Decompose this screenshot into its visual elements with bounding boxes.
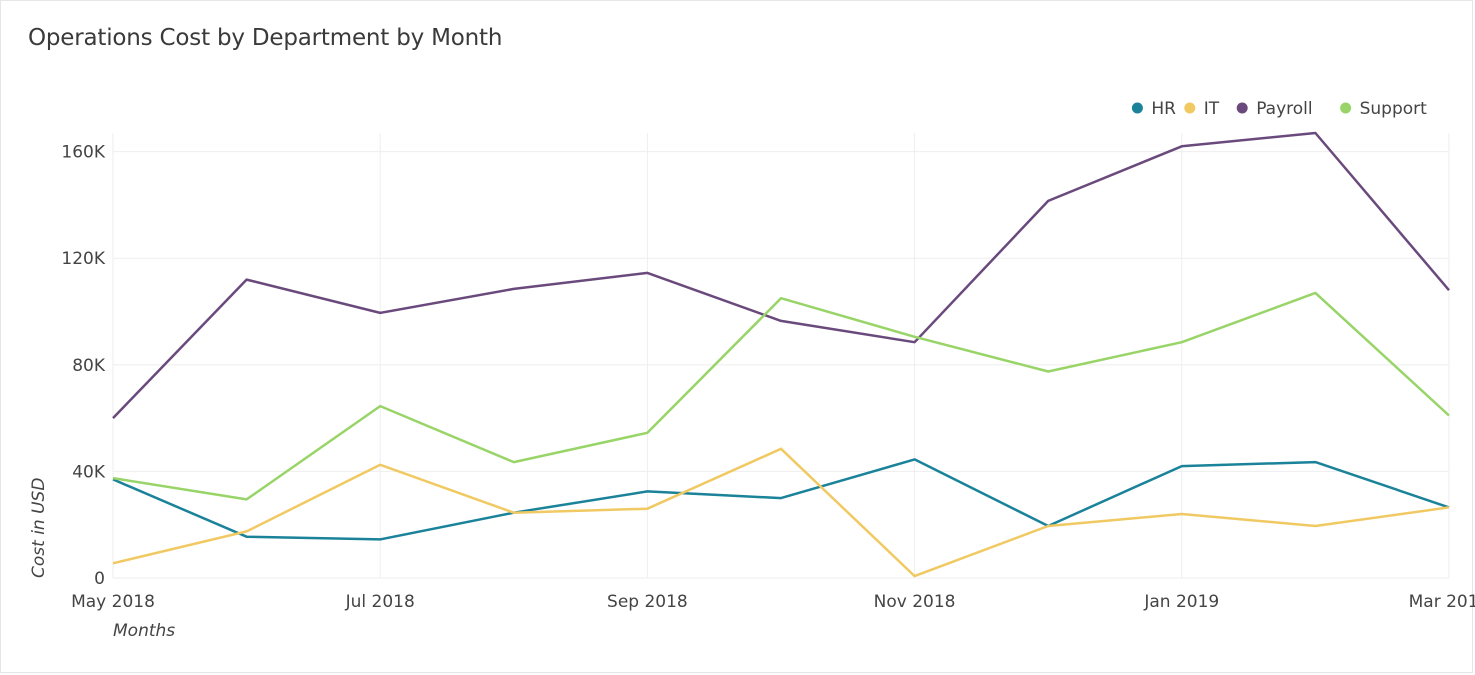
legend-marker-it xyxy=(1184,102,1196,114)
legend-marker-payroll xyxy=(1236,102,1248,114)
x-tick-label: Nov 2018 xyxy=(874,592,956,612)
y-tick-label: 120K xyxy=(61,249,105,269)
legend-marker-hr xyxy=(1131,102,1143,114)
series-lines xyxy=(112,131,1450,578)
legend-marker-support xyxy=(1340,102,1352,114)
legend: HR IT Payroll Support xyxy=(1131,99,1428,119)
y-tick-label: 160K xyxy=(61,143,105,163)
x-tick-label: Mar 2019 xyxy=(1409,592,1475,612)
x-axis-ticks: May 2018 Jul 2018 Sep 2018 Nov 2018 Jan 2019… xyxy=(71,592,1475,612)
chart-title: Operations Cost by Department by Month xyxy=(28,25,503,51)
x-tick-label: Jul 2018 xyxy=(345,592,415,612)
series-line-payroll xyxy=(112,131,1450,419)
series-line-hr xyxy=(112,458,1450,541)
legend-label-payroll: Payroll xyxy=(1256,99,1312,119)
y-tick-label: 0 xyxy=(94,569,105,589)
x-axis-title: Months xyxy=(113,621,175,641)
series-line-support xyxy=(112,291,1450,501)
y-axis-title: Cost in USD xyxy=(29,478,49,578)
legend-label-hr: HR xyxy=(1151,99,1176,119)
x-tick-label: May 2018 xyxy=(71,592,155,612)
grid-lines xyxy=(112,133,1450,579)
series-line-it xyxy=(112,447,1450,578)
y-axis-ticks: 0 40K 80K 120K 160K xyxy=(61,143,105,589)
y-tick-label: 40K xyxy=(72,462,106,482)
y-tick-label: 80K xyxy=(72,356,106,376)
legend-label-support: Support xyxy=(1360,99,1428,119)
legend-label-it: IT xyxy=(1204,99,1220,119)
x-tick-label: Jan 2019 xyxy=(1143,592,1219,612)
x-tick-label: Sep 2018 xyxy=(607,592,688,612)
